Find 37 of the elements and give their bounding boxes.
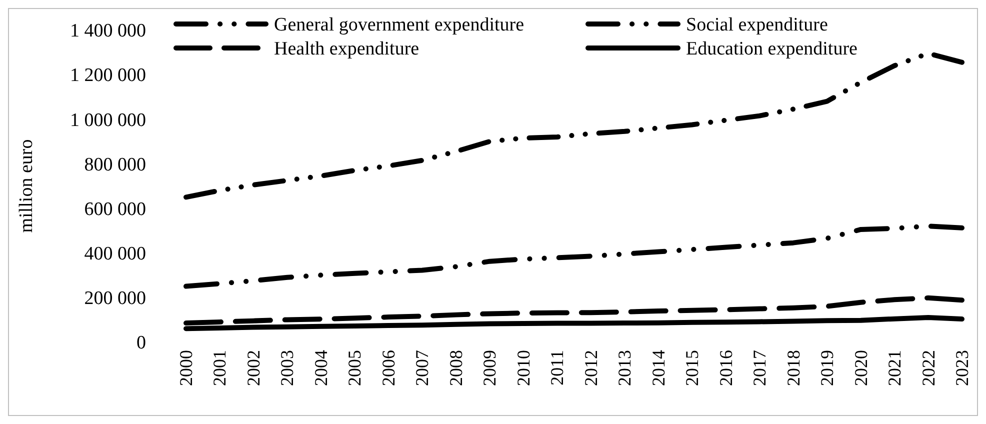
legend-label: Social expenditure xyxy=(686,14,828,36)
y-tick-label: 200 000 xyxy=(84,288,146,310)
y-tick-label: 1 400 000 xyxy=(70,20,146,42)
x-tick-label: 2004 xyxy=(310,350,331,386)
x-tick-label: 2018 xyxy=(783,350,804,386)
x-tick-label: 2001 xyxy=(210,350,230,386)
legend-label: Education expenditure xyxy=(686,38,858,60)
x-tick-label: 2009 xyxy=(480,350,500,386)
x-tick-label: 2021 xyxy=(884,350,905,386)
y-tick-label: 400 000 xyxy=(84,244,146,265)
x-tick-label: 2003 xyxy=(277,350,298,386)
x-tick-label: 2000 xyxy=(176,350,196,386)
x-tick-label: 2022 xyxy=(918,350,938,386)
x-tick-label: 2020 xyxy=(850,350,871,386)
y-axis-title: million euro xyxy=(16,139,37,233)
x-tick-label: 2002 xyxy=(243,350,264,386)
y-tick-label: 800 000 xyxy=(84,154,146,176)
y-tick-label: 0 xyxy=(136,332,146,354)
x-tick-label: 2023 xyxy=(952,350,972,386)
x-tick-label: 2017 xyxy=(750,350,770,386)
x-tick-label: 2011 xyxy=(547,350,568,386)
x-tick-label: 2007 xyxy=(412,350,432,386)
x-tick-label: 2013 xyxy=(614,350,635,386)
legend-label: General government expenditure xyxy=(274,14,524,36)
x-tick-label: 2010 xyxy=(513,350,534,386)
y-tick-label: 1 000 000 xyxy=(70,110,146,131)
x-tick-label: 2005 xyxy=(344,350,365,386)
y-tick-label: 1 200 000 xyxy=(70,65,146,86)
x-tick-label: 2012 xyxy=(580,350,601,386)
legend-label: Health expenditure xyxy=(274,38,420,60)
x-tick-label: 2019 xyxy=(817,350,838,386)
x-tick-label: 2015 xyxy=(682,350,702,386)
x-tick-label: 2014 xyxy=(648,350,668,386)
y-tick-label: 600 000 xyxy=(84,198,146,220)
x-tick-label: 2008 xyxy=(446,350,466,386)
x-tick-label: 2006 xyxy=(378,350,398,386)
x-tick-label: 2016 xyxy=(716,350,736,386)
